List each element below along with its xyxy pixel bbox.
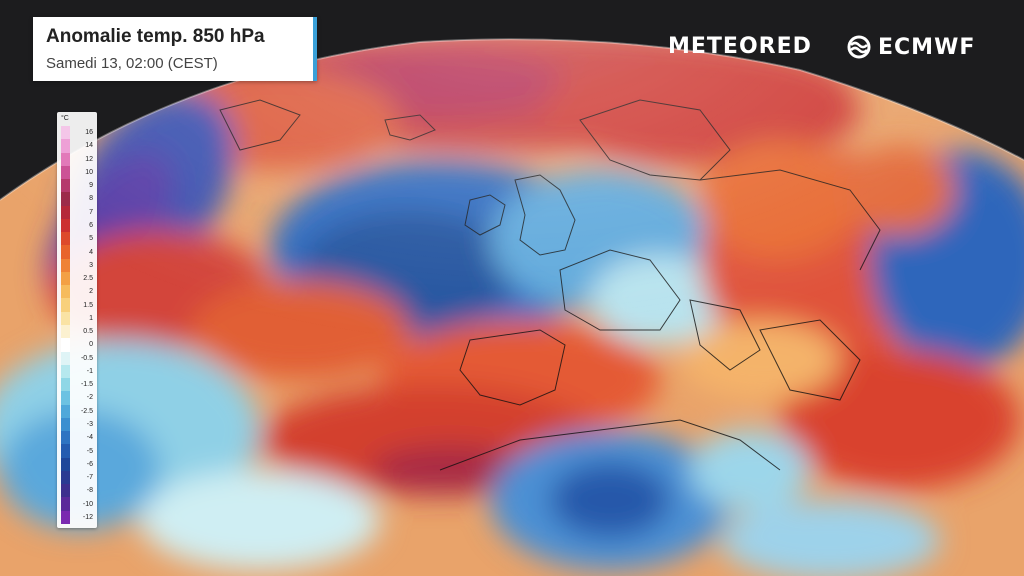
legend-label: -2 (86, 394, 93, 402)
legend-label: 6 (89, 221, 93, 229)
legend-label: 10 (85, 168, 93, 176)
legend-label: 14 (85, 142, 93, 150)
meteored-logo: METEORED (668, 34, 812, 59)
legend-label: 0 (89, 341, 93, 349)
legend-swatch (61, 258, 70, 272)
legend-swatch (61, 245, 70, 259)
map-title: Anomalie temp. 850 hPa (46, 26, 265, 47)
legend-label: 7 (89, 208, 93, 216)
legend-label: 2.5 (83, 275, 93, 283)
legend-label: 0.5 (83, 328, 93, 336)
legend-label: -3 (86, 420, 93, 428)
legend-unit: °C (61, 115, 69, 122)
legend-swatch (61, 139, 70, 153)
legend-swatch (61, 457, 70, 471)
legend-swatch (61, 431, 70, 445)
legend-swatch (61, 378, 70, 392)
legend-swatch (61, 338, 70, 352)
title-panel: Anomalie temp. 850 hPa Samedi 13, 02:00 … (33, 17, 317, 81)
legend-label: 12 (85, 155, 93, 163)
legend-swatch (61, 205, 70, 219)
legend-swatch (61, 391, 70, 405)
legend-swatch (61, 324, 70, 339)
legend-label: -1.5 (80, 381, 93, 389)
legend-label: 5 (89, 235, 93, 243)
legend-label: 1.5 (83, 301, 93, 309)
legend-label: -10 (82, 500, 93, 508)
legend-swatch (61, 510, 70, 524)
legend-label: -6 (86, 460, 93, 468)
legend-label: 4 (89, 248, 93, 256)
color-legend: °C 16 14 12 10 9 8 7 6 5 4 3 2.5 2 1.5 1 0.5 0 -0.5 -1 -1.5… (57, 112, 97, 528)
legend-swatch (61, 351, 70, 365)
legend-swatch (61, 232, 70, 246)
legend-swatch (61, 484, 70, 498)
legend-swatch (61, 218, 70, 233)
legend-label: -5 (86, 447, 93, 455)
ecmwf-text: ECMWF (878, 34, 976, 60)
legend-swatch (61, 298, 70, 312)
legend-label: -4 (86, 434, 93, 442)
legend-swatch (61, 271, 70, 286)
legend-label: -0.5 (80, 354, 93, 362)
legend-label: 2 (89, 288, 93, 296)
legend-swatch (61, 470, 70, 485)
legend-label: -8 (86, 487, 93, 495)
legend-swatch (61, 285, 70, 299)
legend-swatch (61, 192, 70, 206)
legend-label: 8 (89, 195, 93, 203)
legend-label: -2.5 (80, 407, 93, 415)
legend-bar (61, 126, 70, 524)
legend-label: 9 (89, 182, 93, 190)
ecmwf-icon (847, 35, 871, 59)
ecmwf-logo: ECMWF (844, 34, 975, 60)
legend-swatch (61, 311, 70, 325)
legend-label: -7 (86, 474, 93, 482)
legend-swatch (61, 444, 70, 458)
legend-label: 16 (85, 129, 93, 137)
legend-label: 1 (89, 314, 93, 322)
legend-swatch (61, 497, 70, 511)
legend-swatch (61, 126, 70, 140)
legend-label: -12 (82, 513, 93, 521)
legend-label: 3 (89, 261, 93, 269)
legend-swatch (61, 179, 70, 193)
legend-swatch (61, 417, 70, 432)
legend-swatch (61, 364, 70, 379)
legend-swatch (61, 404, 70, 418)
legend-swatch (61, 165, 70, 180)
legend-swatch (61, 152, 70, 166)
legend-labels: 16 14 12 10 9 8 7 6 5 4 3 2.5 2 1.5 1 0.5 0 -0.5 -1 -1.5 -2 -… (72, 126, 95, 524)
map-subtitle: Samedi 13, 02:00 (CEST) (46, 55, 218, 72)
legend-label: -1 (86, 367, 93, 375)
